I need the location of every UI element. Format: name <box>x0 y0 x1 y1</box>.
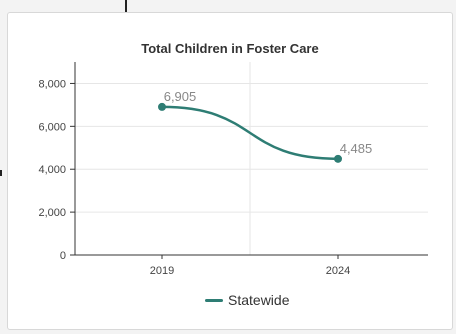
legend[interactable]: Statewide <box>205 292 289 308</box>
legend-label: Statewide <box>228 292 290 308</box>
data-point <box>158 102 166 111</box>
y-tick-label: 0 <box>60 250 66 262</box>
legend-swatch <box>205 298 223 302</box>
y-tick-label: 6,000 <box>38 121 66 133</box>
background-window-edge <box>125 0 127 12</box>
background-window-edge <box>0 170 2 176</box>
chart-title: Total Children in Foster Care <box>141 41 319 56</box>
data-label: 6,905 <box>164 89 197 104</box>
data-point <box>334 154 342 163</box>
data-label: 4,485 <box>340 141 373 156</box>
y-tick-label: 2,000 <box>38 207 66 219</box>
y-tick-label: 8,000 <box>38 78 66 90</box>
y-tick-label: 4,000 <box>38 164 66 176</box>
chart-card: Total Children in Foster Care <box>7 12 453 330</box>
x-tick-label: 2024 <box>326 265 350 277</box>
series-line <box>160 105 340 161</box>
x-tick-label: 2019 <box>150 265 174 277</box>
